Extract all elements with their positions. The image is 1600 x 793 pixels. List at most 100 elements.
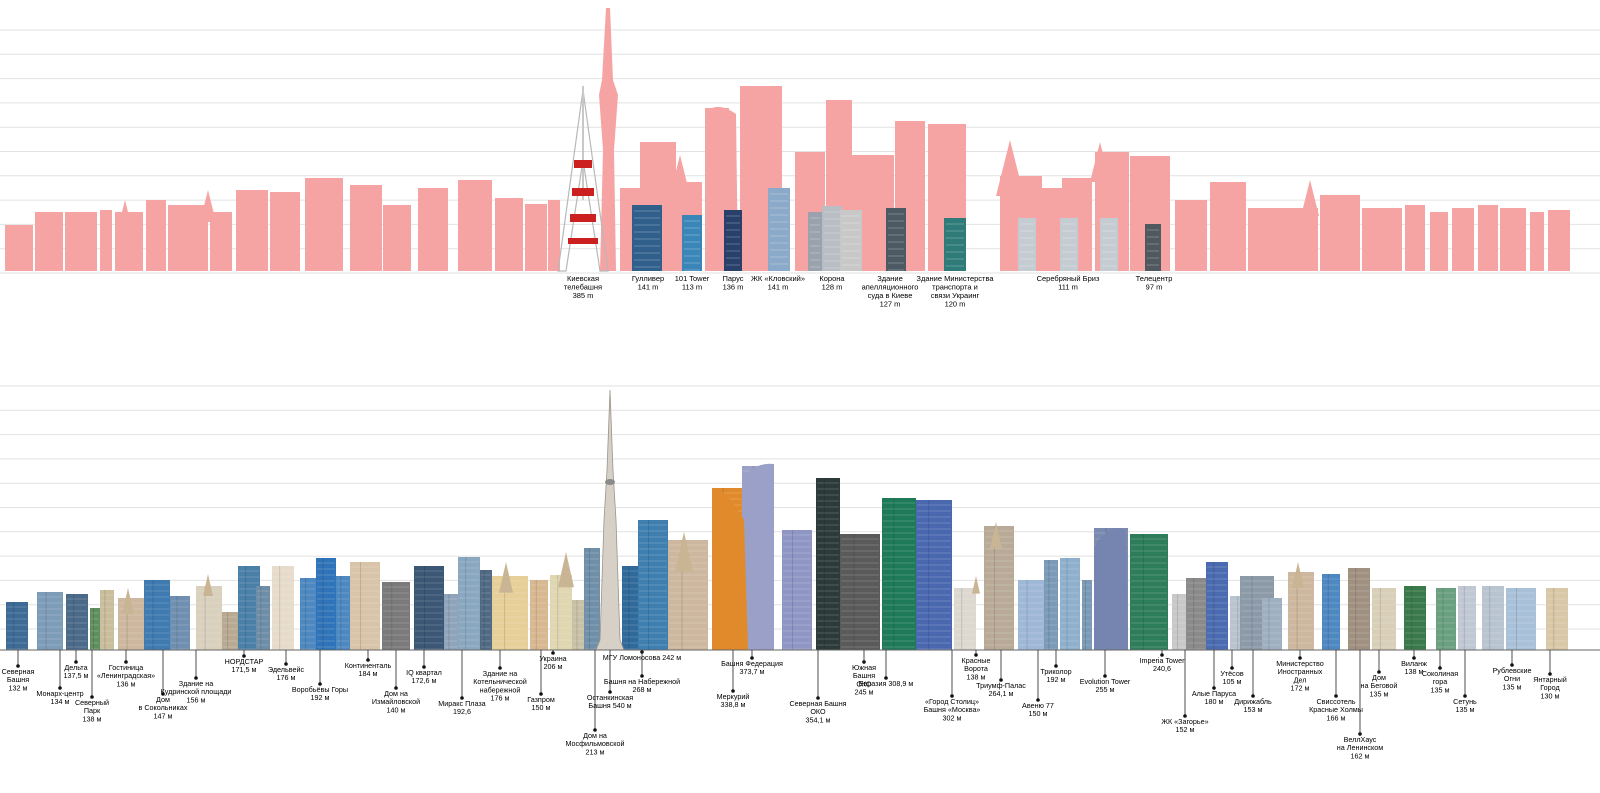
moscow-building — [144, 580, 170, 650]
label-line: Evolution Tower — [1080, 677, 1131, 686]
label-line: ОКО — [810, 707, 826, 716]
silhouette-block — [1430, 212, 1448, 271]
label-line: 120 m — [945, 300, 966, 309]
spire — [675, 532, 693, 572]
building-body — [916, 500, 952, 650]
moscow-building — [196, 586, 222, 650]
label-останкинская-башня: Останкинская Башня 540 м — [587, 693, 633, 710]
label-line: связи Украинг — [931, 291, 980, 300]
label-line: 135 м — [1431, 685, 1450, 694]
moscow-building — [256, 586, 270, 650]
building-body — [1262, 598, 1282, 650]
building-body — [944, 218, 966, 271]
kyiv-building — [944, 218, 966, 271]
label-line: Северная Башня — [789, 699, 846, 708]
label-line: 136 m — [723, 283, 744, 292]
label-line: Башня на Набережной — [604, 677, 680, 686]
label-line: Башня — [7, 675, 29, 684]
leader-dot — [194, 676, 198, 680]
label-line: 184 м — [359, 669, 378, 678]
building-body — [1044, 560, 1058, 650]
moscow-building — [6, 602, 28, 650]
label-line: Соколиная — [1422, 669, 1458, 678]
label-line: ВеллХаус — [1344, 735, 1377, 744]
moscow-building — [1206, 562, 1228, 650]
building-body — [632, 205, 662, 271]
building-body — [238, 566, 260, 650]
moscow-building — [458, 557, 480, 650]
leader-dot — [1160, 653, 1164, 657]
building-body — [572, 600, 586, 650]
label-line: Утёсов — [1220, 669, 1244, 678]
label-line: 101 Tower — [675, 274, 710, 283]
label-дирижабль: Дирижабль 153 м — [1234, 697, 1272, 714]
moscow-building — [1482, 586, 1504, 650]
building-body — [382, 582, 410, 650]
building-body — [272, 566, 294, 650]
moscow-building — [1082, 580, 1092, 650]
silhouette-block — [495, 198, 523, 271]
building-body — [1172, 594, 1188, 650]
kyiv-building — [822, 206, 842, 271]
building-body — [170, 596, 190, 650]
label-line: 172,6 м — [412, 676, 437, 685]
label-line: 176 м — [277, 673, 296, 682]
kyiv-building — [682, 215, 702, 271]
label-line: 97 m — [1146, 283, 1163, 292]
moscow-building — [882, 498, 916, 650]
building-body — [444, 594, 458, 650]
label-line: 240,6 — [1153, 664, 1171, 673]
leader-dot — [1548, 672, 1552, 676]
label-дом-в-сокольниках: Дом в Сокольниках 147 м — [139, 695, 188, 720]
moscow-building — [1262, 598, 1282, 650]
moscow-building — [1506, 588, 1536, 650]
building-body — [622, 566, 642, 650]
label-line: 140 м — [387, 705, 406, 714]
label-line: Imperia Tower — [1139, 656, 1185, 665]
label-line: 150 м — [532, 703, 551, 712]
building-body — [222, 612, 238, 650]
building-body — [316, 558, 336, 650]
leader-dot — [1103, 674, 1107, 678]
moscow-building — [272, 566, 294, 650]
label-красные-ворота: Красные Ворота 138 м — [962, 656, 991, 681]
leader-dot — [1358, 732, 1362, 736]
leader-dot — [816, 696, 820, 700]
label-line: Красные Холмы — [1309, 705, 1363, 714]
kyiv-building — [886, 208, 906, 271]
silhouette-block — [1210, 182, 1246, 271]
label-line: Алые Паруса — [1192, 689, 1236, 698]
label-line: 172 м — [1291, 684, 1310, 693]
label-line: «Ленинградская» — [97, 671, 155, 680]
moscow-building — [382, 582, 410, 650]
label-line: Южная — [852, 663, 876, 672]
silhouette-block — [1248, 208, 1282, 271]
moscow-building — [66, 594, 88, 650]
building-body — [336, 576, 350, 650]
label-line: 192 м — [311, 693, 330, 702]
leader-dot — [460, 696, 464, 700]
building-body — [954, 588, 976, 650]
silhouette-block — [1320, 195, 1360, 271]
spire — [122, 588, 134, 615]
label-line: Парус — [722, 274, 743, 283]
label-триумф-палас: Триумф-Палас 264,1 м — [976, 681, 1026, 698]
label-line: IQ квартал — [406, 668, 442, 677]
label-line: 132 м — [9, 683, 28, 692]
leader-dot — [124, 660, 128, 664]
label-здание-министерства-транспорта-и-связи-украинг: Здание Министерства транспорта и связи Укр… — [916, 274, 994, 309]
label-line: Останкинская — [587, 693, 633, 702]
label-line: Триумф-Палас — [976, 681, 1026, 690]
label-line: 105 м — [1223, 677, 1242, 686]
silhouette-block — [383, 205, 411, 271]
silhouette-block — [1362, 208, 1402, 271]
label-line: ЖК «Кловский» — [751, 274, 805, 283]
silhouette-block — [146, 200, 166, 271]
silhouette-block — [5, 225, 33, 271]
building-body — [840, 534, 880, 650]
building-body — [882, 498, 916, 650]
leader-dot — [16, 664, 20, 668]
building-body — [1372, 588, 1396, 650]
